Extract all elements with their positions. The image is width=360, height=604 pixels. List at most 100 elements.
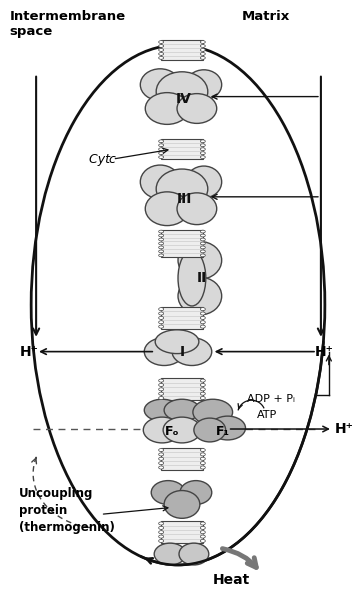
Ellipse shape [144, 338, 184, 365]
Ellipse shape [159, 48, 164, 51]
Ellipse shape [145, 192, 189, 226]
Bar [161, 40, 203, 60]
Ellipse shape [155, 330, 199, 353]
Ellipse shape [178, 242, 222, 279]
Text: Heat: Heat [213, 573, 250, 587]
Ellipse shape [201, 392, 205, 395]
Ellipse shape [177, 94, 217, 123]
Text: Matrix: Matrix [242, 10, 290, 24]
Ellipse shape [164, 399, 200, 421]
Text: H⁺: H⁺ [335, 422, 354, 436]
Text: Cyt: Cyt [89, 153, 114, 165]
Ellipse shape [201, 48, 205, 51]
Ellipse shape [159, 531, 164, 534]
Text: II: II [197, 271, 207, 285]
Ellipse shape [159, 539, 164, 542]
Ellipse shape [144, 399, 180, 421]
Text: H⁺: H⁺ [314, 345, 333, 359]
Ellipse shape [178, 251, 206, 306]
Ellipse shape [201, 457, 205, 460]
Text: ADP + Pᵢ: ADP + Pᵢ [247, 394, 296, 404]
Ellipse shape [154, 543, 186, 565]
Ellipse shape [159, 466, 164, 469]
Ellipse shape [186, 70, 222, 100]
Ellipse shape [159, 312, 164, 315]
Ellipse shape [201, 40, 205, 43]
Ellipse shape [201, 307, 205, 310]
Ellipse shape [201, 535, 205, 538]
Ellipse shape [201, 250, 205, 253]
Text: F₁: F₁ [216, 425, 230, 439]
Ellipse shape [159, 384, 164, 387]
Ellipse shape [159, 449, 164, 452]
Ellipse shape [177, 193, 217, 225]
Ellipse shape [201, 53, 205, 56]
Bar [161, 378, 203, 400]
Ellipse shape [159, 316, 164, 320]
Ellipse shape [159, 388, 164, 391]
Ellipse shape [159, 526, 164, 529]
Ellipse shape [159, 396, 164, 400]
Ellipse shape [201, 522, 205, 525]
Ellipse shape [143, 417, 181, 443]
Ellipse shape [159, 250, 164, 253]
Ellipse shape [201, 531, 205, 534]
Text: ATP: ATP [257, 410, 278, 420]
Ellipse shape [201, 148, 205, 150]
Ellipse shape [201, 449, 205, 452]
Ellipse shape [201, 152, 205, 155]
Ellipse shape [156, 72, 208, 112]
Ellipse shape [151, 481, 185, 504]
Ellipse shape [159, 535, 164, 538]
Ellipse shape [159, 238, 164, 241]
Ellipse shape [159, 307, 164, 310]
Ellipse shape [140, 69, 180, 101]
Ellipse shape [159, 321, 164, 324]
Ellipse shape [186, 166, 222, 198]
Text: IV: IV [176, 92, 192, 106]
Ellipse shape [201, 144, 205, 147]
Ellipse shape [159, 246, 164, 249]
Ellipse shape [178, 277, 222, 315]
Ellipse shape [201, 230, 205, 233]
Ellipse shape [201, 453, 205, 456]
Text: c: c [109, 153, 116, 165]
Ellipse shape [159, 453, 164, 456]
Text: H⁺: H⁺ [20, 345, 39, 359]
Ellipse shape [201, 539, 205, 542]
Bar [161, 448, 203, 470]
Ellipse shape [201, 325, 205, 328]
Ellipse shape [201, 461, 205, 464]
Ellipse shape [159, 242, 164, 245]
Ellipse shape [159, 325, 164, 328]
Ellipse shape [201, 254, 205, 257]
Bar [161, 307, 203, 329]
Ellipse shape [159, 392, 164, 395]
Ellipse shape [159, 152, 164, 155]
Ellipse shape [159, 40, 164, 43]
Ellipse shape [164, 490, 200, 518]
Ellipse shape [145, 92, 189, 124]
Ellipse shape [201, 45, 205, 47]
Bar [161, 230, 203, 257]
Ellipse shape [210, 416, 246, 440]
Ellipse shape [159, 234, 164, 237]
Ellipse shape [201, 384, 205, 387]
Ellipse shape [201, 316, 205, 320]
Ellipse shape [159, 230, 164, 233]
Ellipse shape [159, 156, 164, 158]
Ellipse shape [159, 148, 164, 150]
Ellipse shape [140, 165, 180, 199]
Ellipse shape [159, 254, 164, 257]
Ellipse shape [201, 140, 205, 143]
Ellipse shape [159, 57, 164, 59]
Text: I: I [179, 345, 185, 359]
Text: Fₒ: Fₒ [165, 425, 179, 439]
Ellipse shape [159, 144, 164, 147]
Ellipse shape [159, 140, 164, 143]
Ellipse shape [201, 57, 205, 59]
Ellipse shape [201, 379, 205, 382]
Ellipse shape [159, 522, 164, 525]
Ellipse shape [159, 45, 164, 47]
Ellipse shape [163, 417, 201, 443]
